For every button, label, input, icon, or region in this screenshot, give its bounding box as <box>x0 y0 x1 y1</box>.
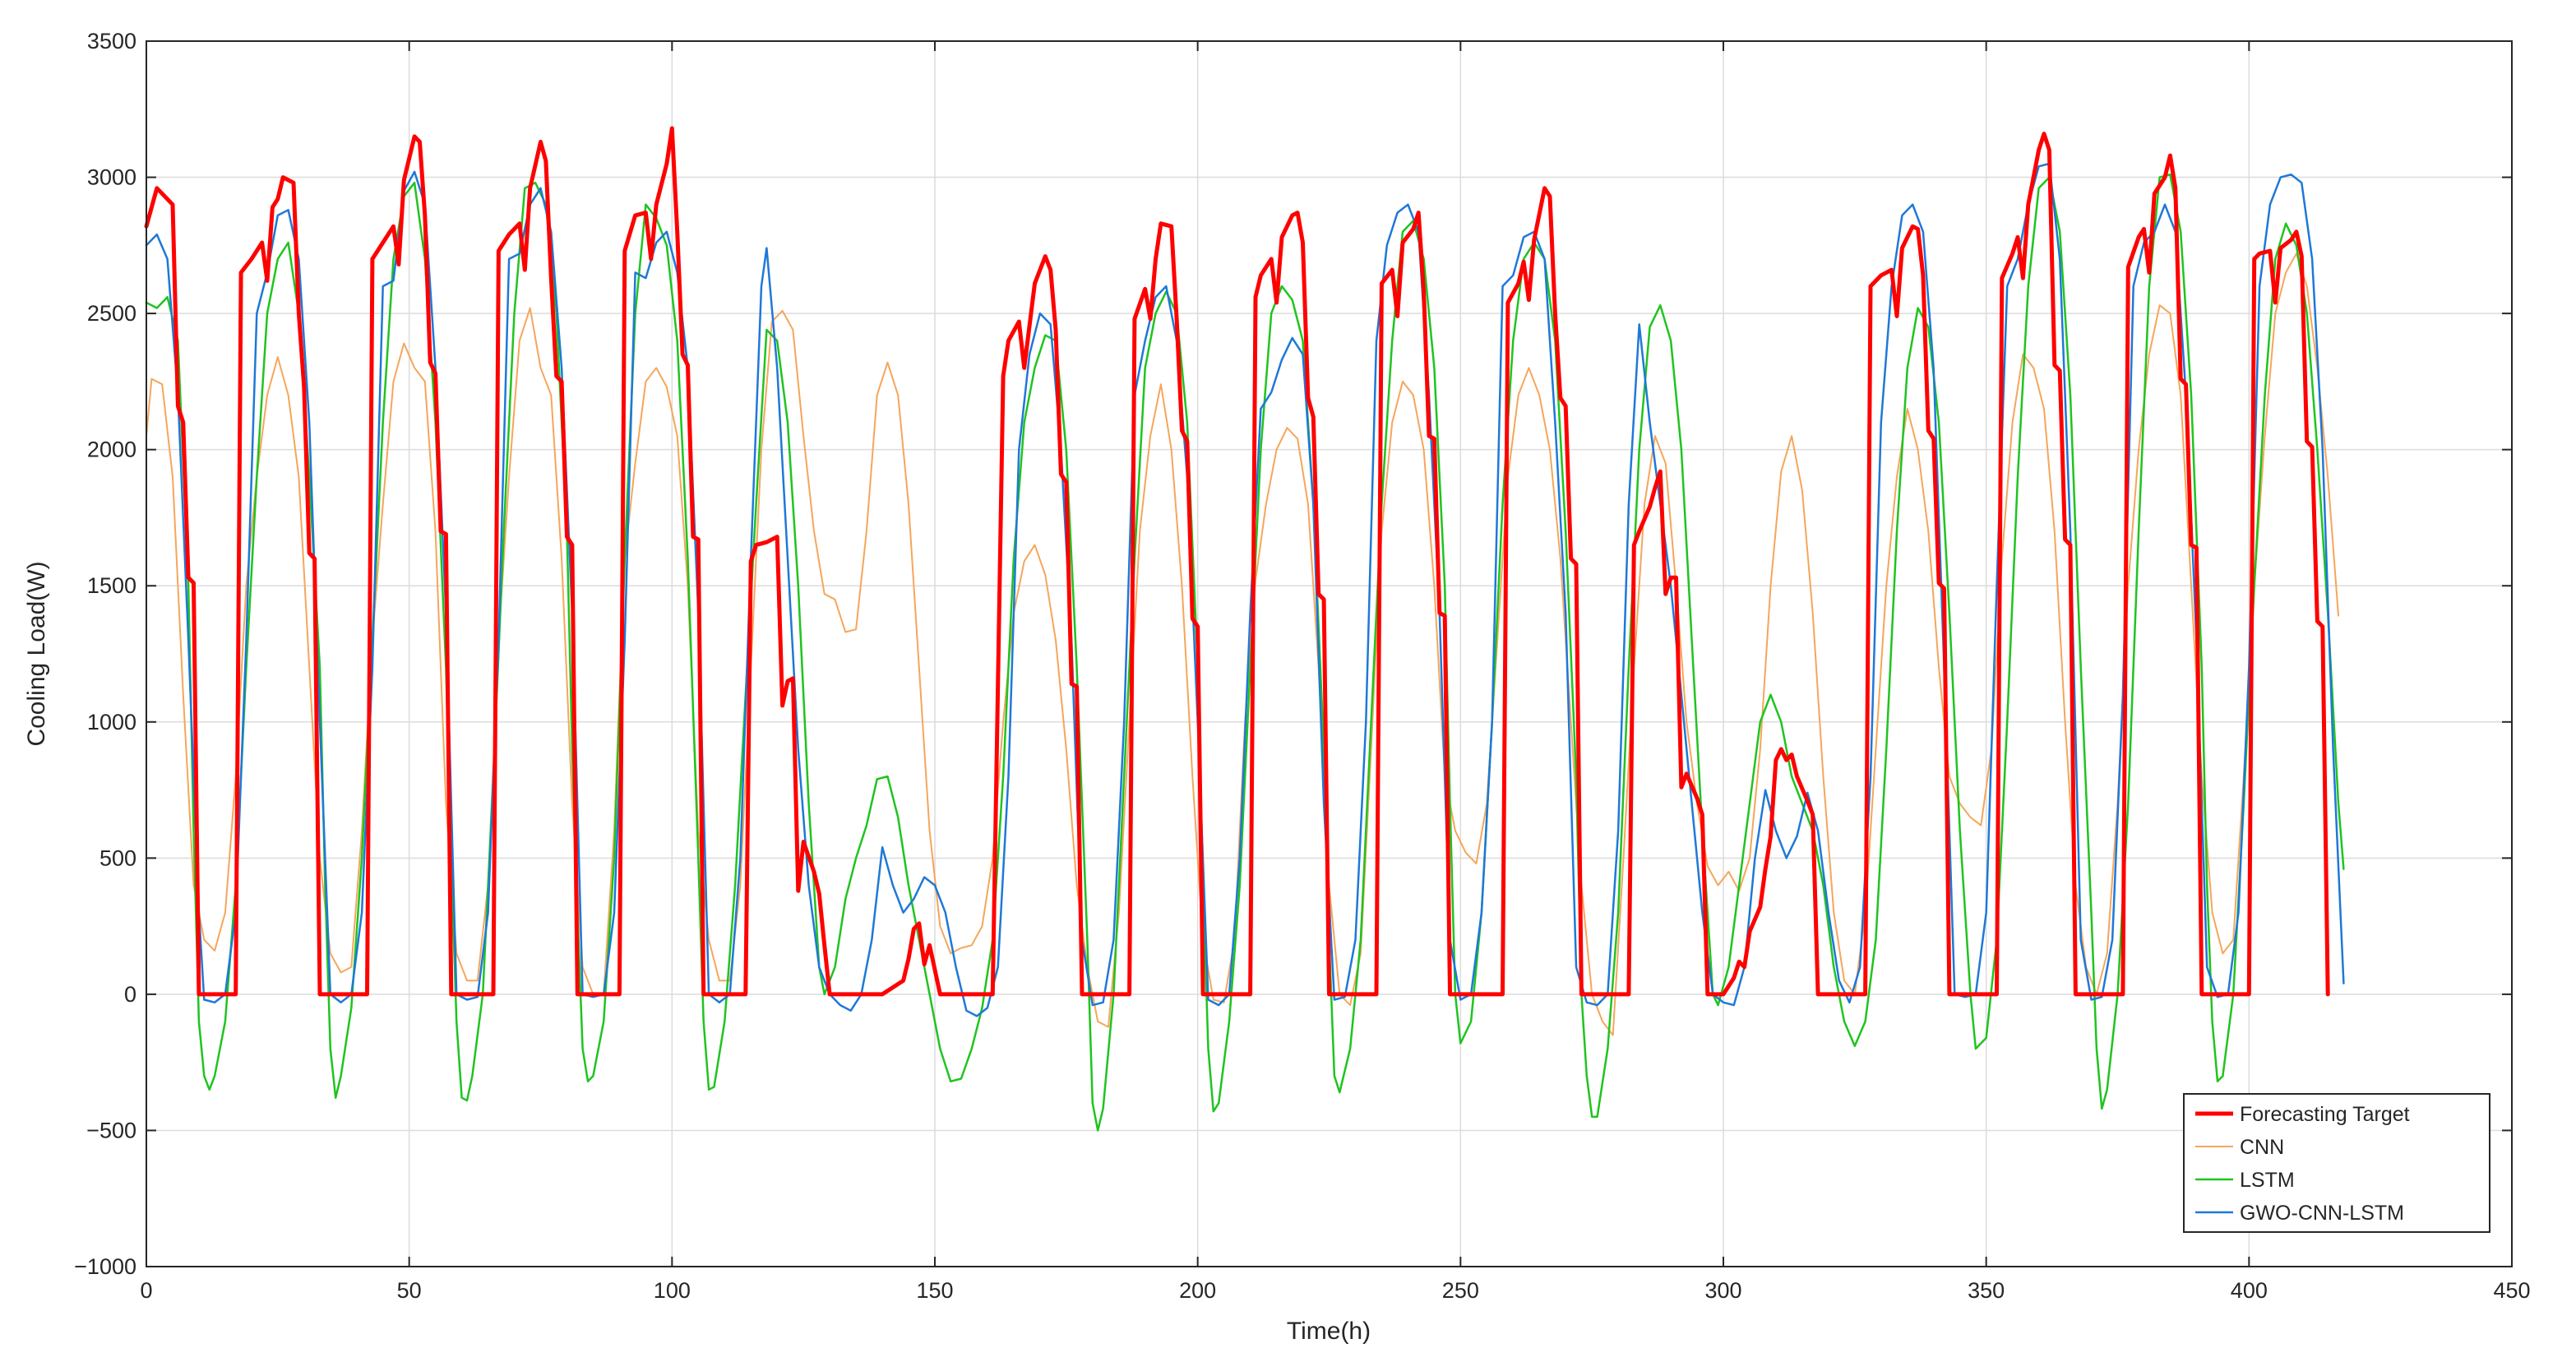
x-tick-label: 150 <box>916 1278 953 1303</box>
x-tick-label: 100 <box>654 1278 691 1303</box>
legend-box <box>2183 1093 2490 1233</box>
legend-label: Forecasting Target <box>2240 1103 2410 1126</box>
y-tick-label: 1500 <box>87 573 136 598</box>
x-tick-label: 0 <box>140 1278 152 1303</box>
y-tick-label: 500 <box>99 845 136 870</box>
y-tick-label: −500 <box>86 1118 136 1142</box>
x-axis-label: Time(h) <box>1287 1318 1371 1345</box>
x-tick-label: 250 <box>1442 1278 1479 1303</box>
y-tick-label: 3000 <box>87 165 136 190</box>
y-tick-label: 0 <box>124 982 136 1007</box>
y-tick-label: −1000 <box>74 1254 136 1279</box>
legend-label: LSTM <box>2240 1169 2295 1192</box>
legend: Forecasting Target CNN LSTM GWO-CNN-LSTM <box>2183 1093 2490 1233</box>
series-line-cnn <box>146 252 2339 1036</box>
x-tick-label: 450 <box>2493 1278 2530 1303</box>
x-tick-label: 350 <box>1968 1278 2005 1303</box>
axis-ticks: 0 50 100 150 200 250 300 350 400 450 −1000 −500 0 500… <box>74 29 2530 1303</box>
y-tick-label: 3500 <box>87 29 136 53</box>
plot-frame <box>146 40 2513 1267</box>
series-line-forecasting-target <box>144 126 2330 997</box>
x-tick-label: 300 <box>1704 1278 1741 1303</box>
y-tick-label: 1000 <box>87 710 136 734</box>
series-lines <box>144 126 2345 1132</box>
x-tick-label: 400 <box>2231 1278 2268 1303</box>
legend-label: GWO-CNN-LSTM <box>2240 1202 2404 1225</box>
x-tick-label: 200 <box>1179 1278 1216 1303</box>
y-axis-label: Cooling Load(W) <box>23 561 50 746</box>
y-tick-label: 2500 <box>87 301 136 326</box>
legend-label: CNN <box>2240 1136 2284 1159</box>
y-tick-label: 2000 <box>87 438 136 462</box>
plot-area <box>146 41 2512 1267</box>
x-tick-label: 50 <box>397 1278 422 1303</box>
